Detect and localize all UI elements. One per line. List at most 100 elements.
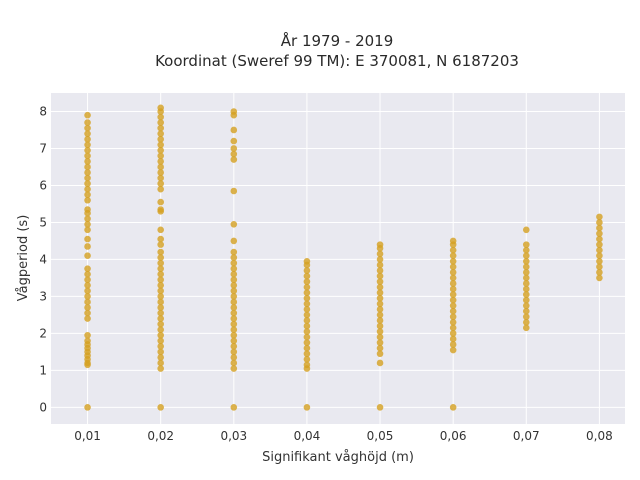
data-point: [157, 185, 164, 193]
data-point: [303, 350, 311, 358]
data-point: [522, 307, 530, 315]
y-tick-label: 2: [39, 326, 47, 340]
x-tick-label: 0,05: [367, 429, 394, 443]
data-point: [157, 270, 164, 278]
data-point: [157, 104, 164, 112]
data-point: [303, 300, 311, 308]
data-point: [84, 226, 91, 234]
data-point: [230, 156, 238, 163]
plot-area: [51, 93, 625, 424]
data-point: [522, 246, 530, 254]
data-point: [449, 330, 457, 337]
data-point: [303, 283, 311, 291]
data-point: [84, 276, 91, 284]
data-point: [230, 359, 238, 367]
data-point: [449, 246, 457, 254]
data-point: [230, 270, 238, 278]
data-point: [157, 152, 164, 160]
y-tick-label: 1: [39, 363, 47, 377]
data-point: [230, 337, 238, 345]
data-points: [84, 104, 603, 411]
y-tick-label: 6: [39, 178, 47, 192]
data-point: [84, 147, 91, 154]
data-point: [84, 180, 91, 187]
data-point: [449, 285, 457, 293]
data-point: [303, 333, 311, 341]
data-point: [157, 293, 164, 300]
data-point: [596, 257, 603, 265]
data-point: [157, 354, 164, 361]
data-point: [376, 404, 384, 411]
data-point: [157, 113, 164, 121]
data-point: [84, 298, 91, 306]
data-point: [596, 213, 603, 221]
data-point: [303, 404, 311, 411]
chart-subtitle: Koordinat (Sweref 99 TM): E 370081, N 61…: [155, 52, 519, 70]
data-point: [522, 269, 530, 276]
x-tick-label: 0,07: [513, 429, 540, 443]
data-point: [84, 337, 91, 345]
data-point: [84, 315, 91, 322]
data-point: [230, 150, 238, 158]
data-point: [230, 145, 238, 152]
data-point: [84, 304, 91, 311]
data-point: [522, 285, 530, 293]
data-point: [157, 174, 164, 182]
data-point: [596, 235, 603, 243]
data-point: [84, 309, 91, 317]
data-point: [230, 404, 238, 411]
data-point: [449, 274, 457, 282]
data-point: [303, 355, 311, 363]
data-point: [84, 293, 91, 300]
data-point: [376, 322, 384, 330]
y-tick-label: 8: [39, 104, 47, 118]
data-point: [303, 306, 311, 313]
data-point: [596, 246, 603, 254]
data-point: [522, 324, 530, 332]
y-tick-label: 3: [39, 289, 47, 303]
data-point: [157, 226, 164, 234]
data-point: [157, 326, 164, 333]
data-point: [84, 174, 91, 182]
chart-title: År 1979 - 2019: [281, 31, 394, 50]
data-point: [376, 261, 384, 269]
y-tick-label: 4: [39, 252, 47, 266]
x-tick-label: 0,02: [147, 429, 174, 443]
data-point: [596, 274, 603, 282]
data-point: [230, 282, 238, 289]
data-point: [376, 328, 384, 335]
data-point: [449, 313, 457, 321]
data-point: [230, 187, 238, 195]
data-point: [84, 243, 91, 250]
data-point: [376, 317, 384, 324]
data-point: [449, 302, 457, 309]
data-point: [449, 269, 457, 276]
data-point: [157, 282, 164, 289]
data-point: [230, 265, 238, 272]
data-point: [230, 293, 238, 300]
data-point: [84, 135, 91, 143]
data-point: [303, 339, 311, 346]
data-point: [376, 311, 384, 319]
data-point: [376, 283, 384, 291]
data-point: [84, 111, 91, 119]
data-point: [157, 130, 164, 137]
data-point: [84, 215, 91, 223]
x-axis-label: Signifikant våghöjd (m): [262, 450, 414, 465]
data-point: [230, 248, 238, 256]
data-point: [157, 169, 164, 176]
data-point: [522, 257, 530, 265]
data-point: [303, 257, 311, 265]
data-point: [596, 252, 603, 260]
data-point: [376, 267, 384, 274]
data-point: [84, 404, 91, 411]
data-point: [522, 241, 530, 248]
data-point: [376, 344, 384, 352]
x-tick-label: 0,06: [440, 429, 467, 443]
data-point: [84, 185, 91, 193]
data-point: [449, 252, 457, 260]
data-point: [376, 289, 384, 297]
data-point: [230, 326, 238, 333]
data-point: [157, 241, 164, 248]
